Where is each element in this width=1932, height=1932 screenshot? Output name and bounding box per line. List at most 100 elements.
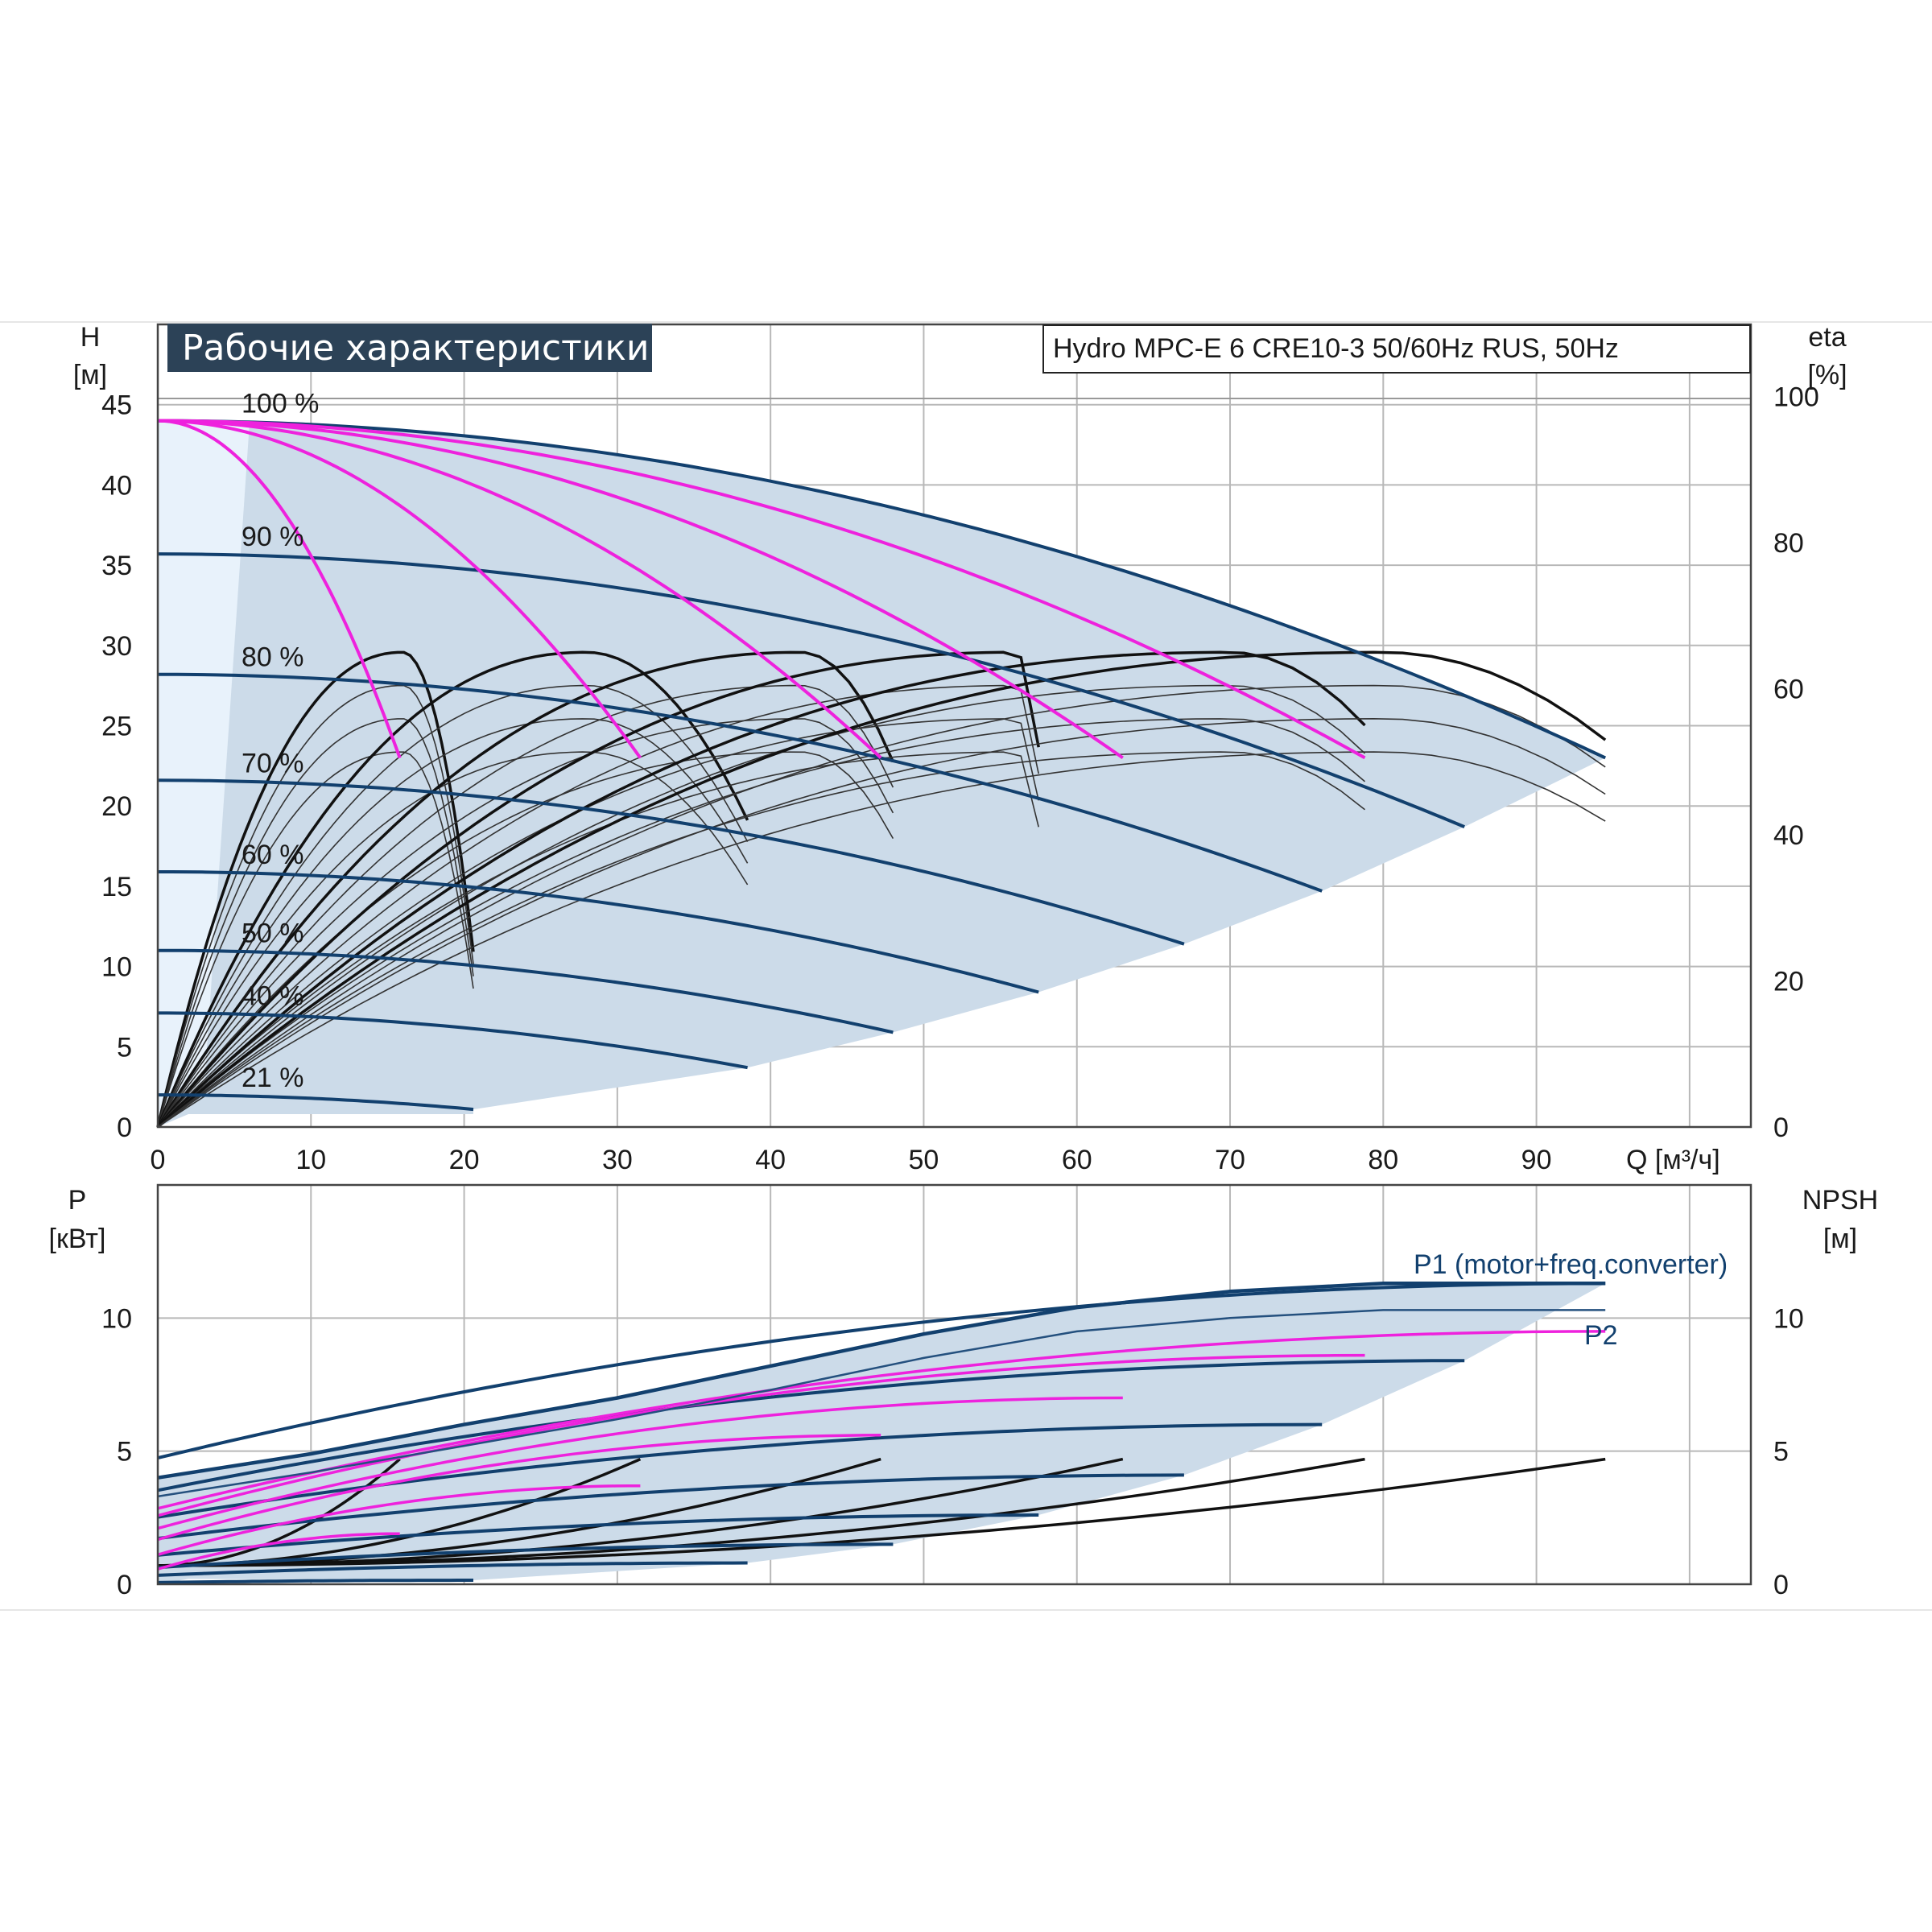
speed-power-curve — [157, 1422, 1323, 1519]
speed-power-curves — [157, 1282, 1606, 1584]
pump-count-curve — [157, 419, 642, 759]
speed-label: 90 % — [242, 522, 304, 552]
efficiency-curve-secondary — [157, 718, 474, 1128]
p-axis-label: P — [68, 1185, 87, 1216]
pump-count-curve — [157, 419, 1366, 760]
y-tick-label: 15 — [101, 872, 132, 902]
pump-count-power-curve — [157, 1353, 1365, 1517]
y2-tick-label: 0 — [1773, 1113, 1789, 1143]
speed-power-curve — [157, 1561, 748, 1577]
pump-count-power-curves — [157, 1330, 1606, 1571]
pump-count-curve — [157, 419, 402, 759]
y-tick-label: 25 — [101, 712, 132, 742]
x-tick-label: 60 — [1062, 1145, 1092, 1175]
x-axis-label: Q [м³/ч] — [1626, 1145, 1720, 1175]
speed-label: 60 % — [242, 840, 304, 870]
x-tick-labels: 0 10 20 30 40 50 60 70 80 90 — [151, 1145, 1552, 1175]
y2-tick-label: 20 — [1773, 967, 1804, 997]
y-axis-label: H — [80, 322, 101, 353]
speed-power-curve — [157, 1513, 1039, 1557]
npsh-curve — [157, 1458, 401, 1567]
y-tick-label: 0 — [117, 1113, 132, 1143]
speed-power-curve — [157, 1579, 473, 1584]
efficiency-curve-secondary — [157, 718, 749, 1128]
x-tick-label: 40 — [755, 1145, 786, 1175]
x-tick-label: 90 — [1521, 1145, 1552, 1175]
p-axis-unit: [кВт] — [49, 1224, 106, 1254]
p2-series-label: P2 — [1584, 1320, 1618, 1351]
x-tick-label: 10 — [295, 1145, 326, 1175]
p-tick-label: 0 — [117, 1570, 132, 1600]
x-tick-label: 70 — [1215, 1145, 1245, 1175]
efficiency-curve-secondary — [157, 684, 749, 1128]
speed-label: 100 % — [242, 389, 319, 419]
efficiency-curve-secondary — [157, 684, 1366, 1128]
y-tick-label: 5 — [117, 1032, 132, 1063]
p-tick-labels: 0 5 10 — [101, 1303, 132, 1600]
p1-series-line — [157, 1282, 1606, 1480]
speed-curve — [158, 870, 1039, 994]
pump-count-curves — [157, 419, 1366, 760]
pump-count-curve — [157, 419, 1124, 760]
y-tick-label: 45 — [101, 390, 132, 421]
efficiency-curve-secondary — [157, 718, 894, 1128]
efficiency-curve — [156, 650, 894, 1128]
npsh-tick-label: 0 — [1773, 1570, 1789, 1600]
npsh-axis-label: NPSH — [1802, 1185, 1878, 1216]
speed-curve — [158, 1093, 474, 1112]
speed-curve — [157, 419, 1607, 760]
efficiency-curve-secondary — [157, 751, 749, 1128]
y-tick-label: 10 — [101, 952, 132, 983]
efficiency-curve-secondary — [157, 751, 1039, 1128]
y2-tick-label: 40 — [1773, 820, 1804, 851]
y2-axis-label: eta — [1808, 322, 1846, 353]
model-box — [1042, 324, 1751, 374]
efficiency-curve-secondary — [157, 684, 1039, 1128]
shaded-power-region — [158, 1283, 1606, 1584]
efficiency-curve-secondary — [157, 751, 894, 1128]
npsh-curve — [157, 1457, 1606, 1567]
speed-curve — [157, 778, 1185, 946]
y2-tick-label: 60 — [1773, 675, 1804, 705]
model-label: Hydro MPC-E 6 CRE10-3 50/60Hz RUS, 50Hz — [1053, 333, 1619, 364]
pump-count-power-curve — [157, 1434, 881, 1542]
speed-curves — [157, 419, 1607, 1112]
speed-labels: 100 % 90 % 80 % 70 % 60 % 50 % 40 % 21 % — [242, 389, 319, 1093]
head-curve-panel: Рабочие характеристики Hydro MPC-E 6 CRE… — [73, 322, 1847, 1175]
speed-label: 21 % — [242, 1063, 304, 1093]
speed-power-curve — [157, 1473, 1184, 1541]
efficiency-curve-secondary — [157, 751, 474, 1128]
efficiency-curve-secondary — [157, 751, 1365, 1128]
y-axis-unit: [м] — [73, 360, 107, 390]
power-range-shading — [158, 1283, 1606, 1584]
speed-power-curve — [157, 1359, 1465, 1492]
efficiency-curve — [156, 650, 1040, 1129]
speed-label: 50 % — [242, 919, 304, 949]
pump-count-power-curve — [157, 1532, 400, 1571]
p-tick-label: 5 — [117, 1437, 132, 1468]
speed-power-curve — [157, 1282, 1606, 1460]
npsh-tick-labels: 0 5 10 — [1773, 1303, 1804, 1600]
y2-tick-label: 100 — [1773, 382, 1819, 413]
efficiency-curve — [156, 650, 475, 1128]
x-tick-label: 0 — [151, 1145, 166, 1175]
power-series — [157, 1282, 1606, 1498]
y2-tick-label: 80 — [1773, 528, 1804, 559]
y2-axis-unit: [%] — [1807, 360, 1847, 390]
power-curve-panel: P [кВт] NPSH [м] P1 (motor+freq.converte… — [49, 1183, 1878, 1600]
y-tick-label: 40 — [101, 470, 132, 501]
speed-curve — [157, 552, 1465, 828]
npsh-tick-label: 10 — [1773, 1303, 1804, 1334]
pump-count-power-curve — [157, 1396, 1123, 1530]
y2-tick-labels: 0 20 40 60 80 100 — [1773, 382, 1819, 1143]
p-tick-label: 10 — [101, 1303, 132, 1334]
speed-power-curve — [157, 1542, 894, 1570]
pump-count-curve — [157, 419, 882, 759]
p2-series-line — [157, 1309, 1606, 1498]
speed-label: 40 % — [242, 980, 304, 1011]
shaded-operating-region — [158, 420, 1606, 1127]
speed-curve — [158, 948, 894, 1034]
x-tick-label: 50 — [909, 1145, 939, 1175]
npsh-tick-label: 5 — [1773, 1437, 1789, 1468]
